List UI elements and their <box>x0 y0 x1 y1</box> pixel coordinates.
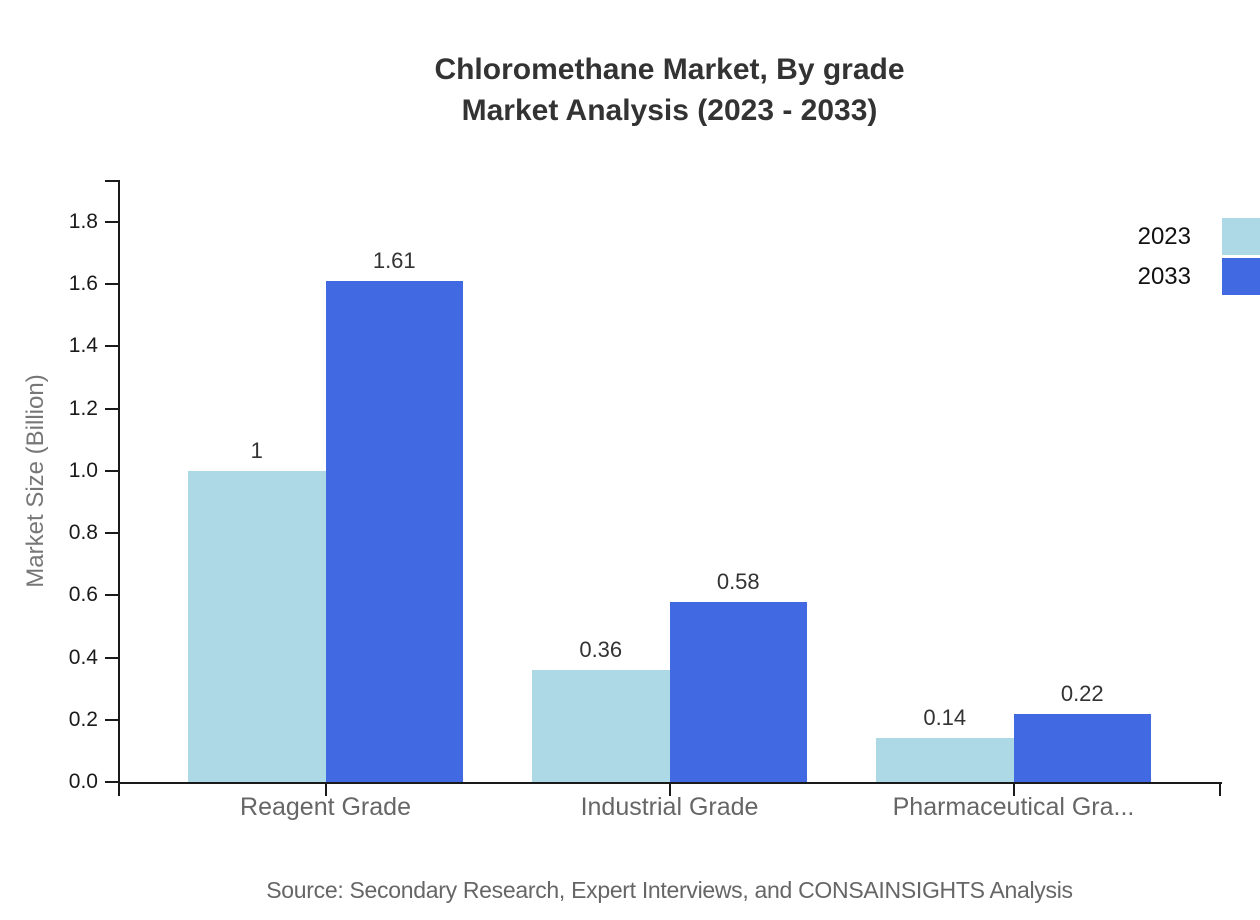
y-axis-top-cap <box>105 180 119 182</box>
legend-label: 2023 <box>1137 222 1191 250</box>
y-tick <box>105 719 119 721</box>
bar-value-label: 1.61 <box>372 248 416 273</box>
y-tick <box>105 221 119 223</box>
bar-value-label: 0.22 <box>1060 681 1104 706</box>
y-tick <box>105 532 119 534</box>
chart-subtitle: Market Analysis (2023 - 2033) <box>461 94 878 127</box>
bar-2023 <box>188 471 326 782</box>
chart-title: Chloromethane Market, By grade <box>434 53 905 86</box>
x-axis-origin-tick <box>118 784 120 796</box>
y-tick <box>105 345 119 347</box>
x-tick <box>325 784 327 796</box>
y-tick <box>105 657 119 659</box>
y-tick-label: 1.2 <box>68 397 98 420</box>
x-axis-end-tick <box>1219 784 1221 796</box>
bar-value-label: 0.58 <box>716 569 760 594</box>
legend-item: 2023 <box>1138 218 1260 255</box>
bar-2033 <box>326 281 463 782</box>
bar-2023 <box>876 738 1014 782</box>
bar-2033 <box>1014 714 1151 782</box>
y-tick <box>105 283 119 285</box>
bar-2023 <box>532 670 670 782</box>
chart-title-block: Chloromethane Market, By grade Market An… <box>119 49 1220 131</box>
y-tick-label: 0.0 <box>68 770 98 793</box>
y-tick <box>105 781 119 783</box>
y-tick <box>105 408 119 410</box>
legend-item: 2033 <box>1138 258 1260 295</box>
y-tick-label: 0.8 <box>68 521 98 544</box>
legend-swatch <box>1222 258 1260 295</box>
y-tick-label: 1.8 <box>68 210 98 233</box>
x-category-label: Reagent Grade <box>240 793 411 821</box>
y-axis-line <box>118 180 120 784</box>
x-tick <box>669 784 671 796</box>
y-tick-label: 1.6 <box>68 272 98 295</box>
bar-value-label: 1 <box>250 438 263 463</box>
y-tick-label: 1.0 <box>68 459 98 482</box>
source-note: Source: Secondary Research, Expert Inter… <box>266 877 1073 903</box>
bar-2033 <box>670 602 807 782</box>
y-tick-label: 0.6 <box>68 583 98 606</box>
legend: 2023 2033 <box>1138 218 1260 295</box>
x-tick <box>1013 784 1015 796</box>
bar-value-label: 0.36 <box>579 637 623 662</box>
legend-swatch <box>1222 218 1260 255</box>
bar-value-label: 0.14 <box>923 705 967 730</box>
y-tick <box>105 594 119 596</box>
y-tick-label: 0.2 <box>68 708 98 731</box>
y-tick-label: 0.4 <box>68 646 98 669</box>
x-category-label: Industrial Grade <box>580 793 759 821</box>
y-tick-label: 1.4 <box>68 334 98 357</box>
y-tick <box>105 470 119 472</box>
x-category-label: Pharmaceutical Gra... <box>892 793 1135 821</box>
x-axis-line <box>118 782 1222 784</box>
legend-label: 2033 <box>1137 262 1191 290</box>
